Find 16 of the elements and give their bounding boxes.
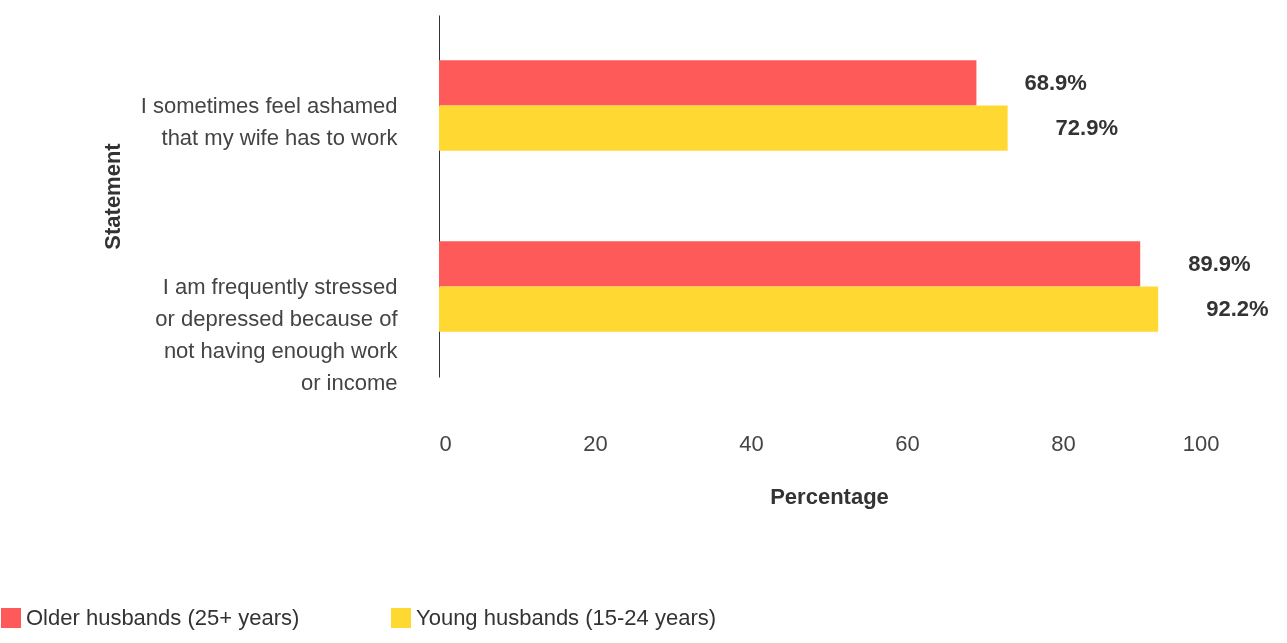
y-axis-title: Statement [99, 142, 125, 250]
x-tick-label: 60 [895, 430, 920, 456]
x-tick-label: 20 [583, 430, 608, 456]
data-label: 89.9% [1188, 250, 1251, 276]
data-label: 92.2% [1206, 296, 1269, 322]
x-tick-label: 40 [739, 430, 764, 456]
y-tick-label: I sometimes feel ashamed that my wife has to work [140, 92, 399, 150]
x-tick-label: 80 [1051, 430, 1076, 456]
y-tick-label: I am frequently stressed or depressed because of not having enough work or income [155, 273, 399, 395]
legend-label: Young husbands (15-24 years) [416, 605, 717, 630]
x-tick-label: 100 [1182, 430, 1220, 456]
x-tick-label: 0 [439, 430, 452, 456]
legend-label: Older husbands (25+ years) [26, 605, 300, 630]
x-axis-title: Percentage [770, 483, 889, 509]
data-label: 68.9% [1024, 69, 1087, 95]
data-label: 72.9% [1055, 115, 1119, 141]
